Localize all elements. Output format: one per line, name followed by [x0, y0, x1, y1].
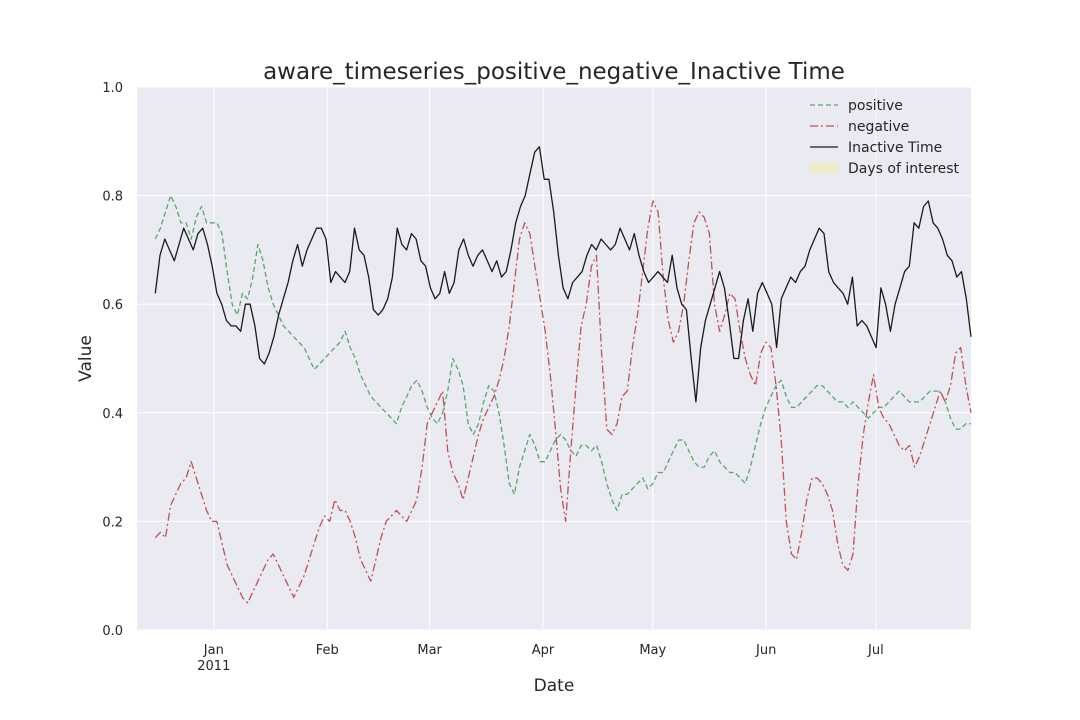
x-tick-label: Jun — [755, 643, 776, 658]
y-tick-label: 0.6 — [102, 298, 123, 313]
legend-label: Days of interest — [848, 161, 960, 177]
legend-swatch — [810, 163, 838, 173]
y-axis: 0.0 0.2 0.4 0.6 0.8 1.0 — [102, 81, 123, 639]
legend: positive negative Inactive Time Days of int… — [810, 98, 960, 177]
y-axis-title: Value — [76, 335, 96, 382]
chart-title: aware_timeseries_positive_negative_Inact… — [263, 59, 845, 85]
x-tick-label: Apr — [532, 643, 555, 658]
x-tick-label: May — [639, 643, 666, 658]
y-tick-label: 0.2 — [102, 515, 123, 530]
x-tick-label: Mar — [417, 643, 442, 658]
legend-item: negative — [810, 119, 909, 135]
series-line-positive — [154, 194, 971, 512]
legend-item: Inactive Time — [810, 140, 942, 156]
legend-label: positive — [848, 98, 903, 114]
series-layer — [154, 146, 972, 604]
series-line-inactive-time — [154, 146, 972, 403]
x-tick-sublabel: 2011 — [197, 659, 230, 674]
legend-label: negative — [848, 119, 909, 135]
plot-area — [137, 87, 971, 630]
y-tick-label: 0.0 — [102, 624, 123, 639]
x-axis-title: Date — [534, 676, 575, 696]
y-tick-label: 0.8 — [102, 190, 123, 205]
x-tick-label: Feb — [316, 643, 339, 658]
x-tick-label: Jan — [203, 643, 224, 658]
y-tick-label: 0.4 — [102, 407, 123, 422]
legend-label: Inactive Time — [848, 140, 942, 156]
legend-item: Days of interest — [810, 161, 960, 177]
y-tick-label: 1.0 — [102, 81, 123, 96]
legend-item: positive — [810, 98, 903, 114]
x-tick-label: Jul — [867, 643, 884, 658]
series-line-negative — [154, 200, 972, 604]
